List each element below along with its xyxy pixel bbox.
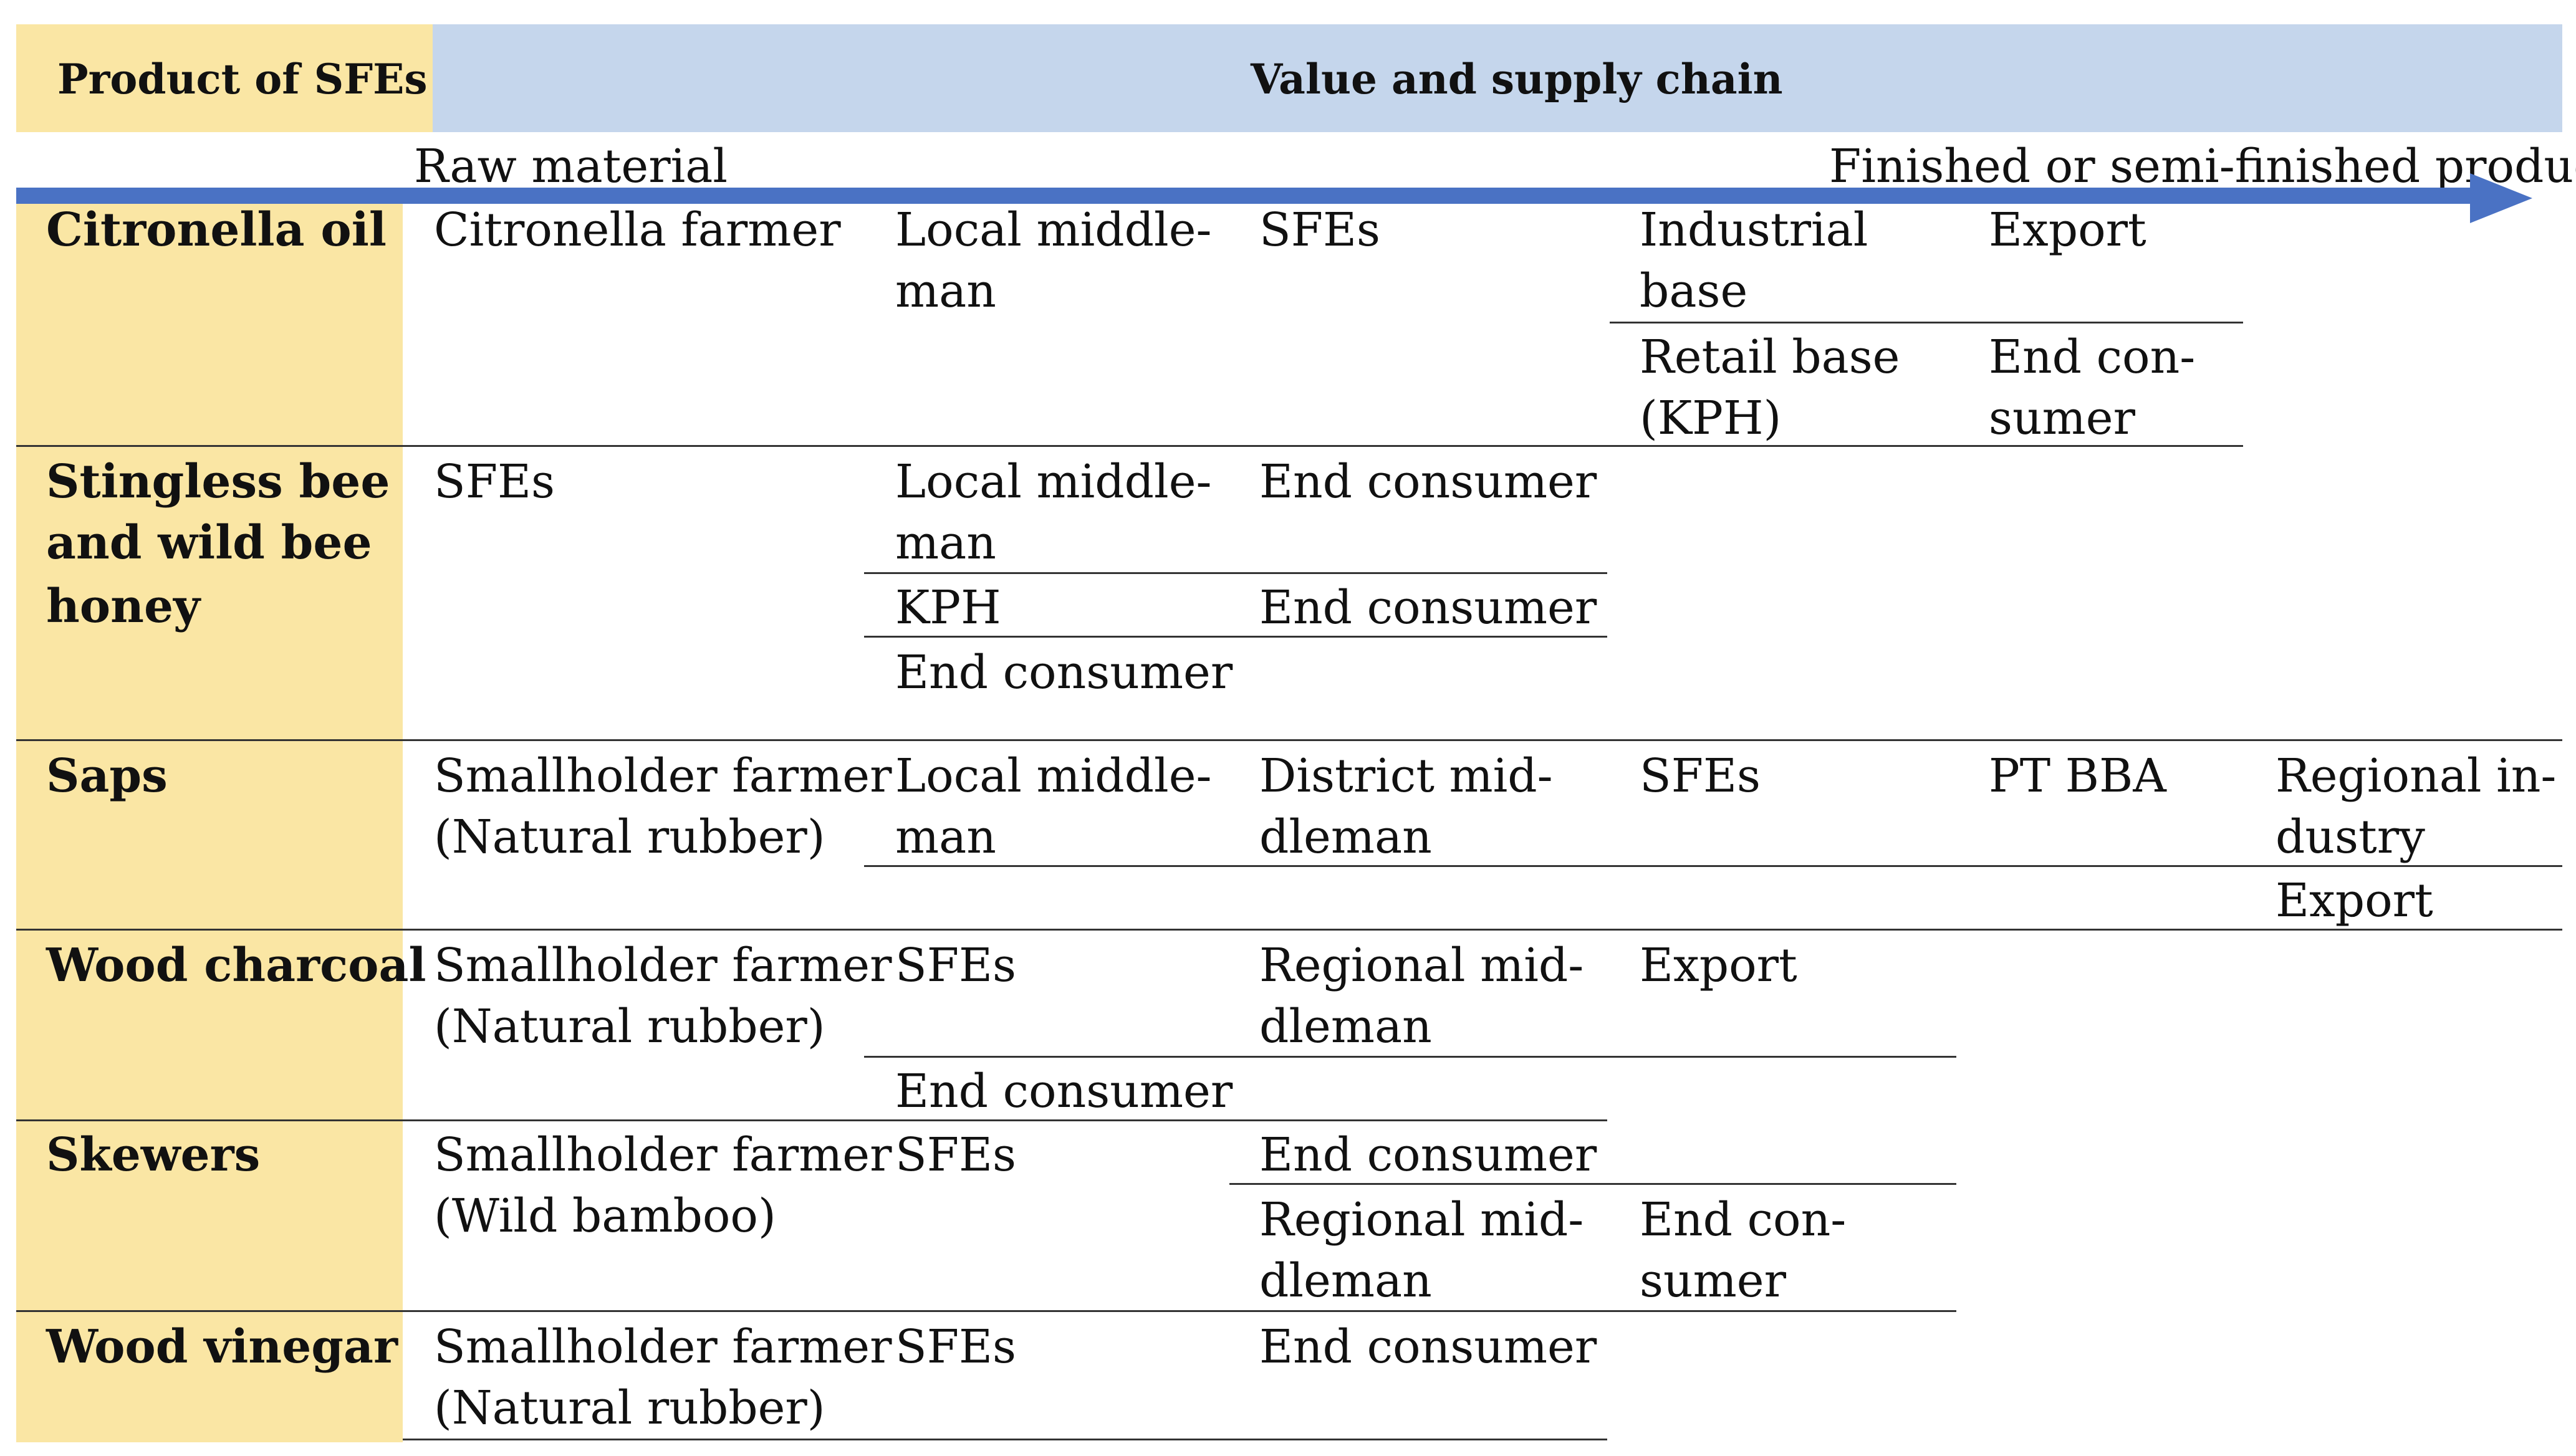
cell: SFEs xyxy=(434,455,555,509)
row-label-vinegar: Wood vinegar xyxy=(46,1320,398,1374)
cell: Citronella farmer xyxy=(434,203,841,257)
cell: SFEs xyxy=(895,1128,1017,1182)
cell: Retail base xyxy=(1640,330,1900,384)
cell: (Natural rubber) xyxy=(434,1381,825,1435)
cell: End consumer xyxy=(895,1065,1233,1118)
cell: Local middle- xyxy=(895,749,1212,803)
header-chain-label: Value and supply chain xyxy=(1251,55,1783,103)
cell: dleman xyxy=(1259,810,1432,864)
cell: (KPH) xyxy=(1640,391,1782,445)
product-column-background xyxy=(16,198,403,1442)
row-separator xyxy=(16,739,2562,741)
cell: Smallholder farmer xyxy=(434,1320,892,1374)
cell: Regional mid- xyxy=(1259,939,1584,992)
divider xyxy=(1610,322,2243,323)
cell: man xyxy=(895,516,996,570)
cell: sumer xyxy=(1989,391,2135,445)
row-separator xyxy=(16,445,2243,447)
cell: SFEs xyxy=(1259,203,1381,257)
cell: dustry xyxy=(2276,810,2425,864)
divider xyxy=(864,1056,1956,1058)
cell: man xyxy=(895,810,996,864)
cell: PT BBA xyxy=(1989,749,2166,803)
row-label-honey-1: Stingless bee xyxy=(46,455,390,509)
row-label-honey-2: and wild bee xyxy=(46,516,372,570)
cell: End consumer xyxy=(1259,581,1597,635)
divider xyxy=(1229,1183,1956,1185)
raw-material-label: Raw material xyxy=(414,140,728,193)
header-product-label: Product of SFEs xyxy=(57,55,428,103)
cell: dleman xyxy=(1259,1000,1432,1053)
arrow-head-icon xyxy=(2470,173,2532,223)
cell: District mid- xyxy=(1259,749,1553,803)
cell: End consumer xyxy=(1259,1128,1597,1182)
row-label-skewers: Skewers xyxy=(46,1128,261,1182)
cell: End consumer xyxy=(1259,455,1597,509)
cell: dleman xyxy=(1259,1254,1432,1308)
cell: Export xyxy=(1989,203,2146,257)
cell: End con- xyxy=(1989,330,2196,384)
cell: (Natural rubber) xyxy=(434,1000,825,1053)
row-label-citronella: Citronella oil xyxy=(46,203,387,257)
cell: KPH xyxy=(895,581,1001,635)
cell: SFEs xyxy=(895,1320,1017,1374)
cell: Local middle- xyxy=(895,455,1212,509)
value-chain-arrow xyxy=(16,188,2485,204)
cell: Regional mid- xyxy=(1259,1193,1584,1247)
table-bottom-rule xyxy=(403,1439,1607,1440)
cell: (Wild bamboo) xyxy=(434,1189,776,1243)
cell: base xyxy=(1640,264,1748,318)
row-separator xyxy=(16,1119,1607,1121)
cell: sumer xyxy=(1640,1254,1786,1308)
cell: Smallholder farmer xyxy=(434,749,892,803)
cell: Export xyxy=(1640,939,1797,992)
cell: man xyxy=(895,264,996,318)
cell: SFEs xyxy=(895,939,1017,992)
header-product-cell xyxy=(16,24,433,132)
cell: Regional in- xyxy=(2276,749,2557,803)
row-separator xyxy=(16,1310,1956,1312)
cell: Smallholder farmer xyxy=(434,1128,892,1182)
row-label-saps: Saps xyxy=(46,749,168,803)
cell: (Natural rubber) xyxy=(434,810,825,864)
cell: SFEs xyxy=(1640,749,1761,803)
divider xyxy=(864,636,1607,638)
cell: Export xyxy=(2276,874,2433,927)
divider xyxy=(864,572,1607,574)
cell: Smallholder farmer xyxy=(434,939,892,992)
cell: End consumer xyxy=(1259,1320,1597,1374)
finished-products-label: Finished or semi-finished products xyxy=(1829,140,2576,193)
row-label-honey-3: honey xyxy=(46,580,201,633)
header-chain-cell xyxy=(433,24,2562,132)
cell: End consumer xyxy=(895,646,1233,699)
cell: End con- xyxy=(1640,1193,1847,1247)
row-label-charcoal: Wood charcoal xyxy=(46,939,426,992)
divider xyxy=(864,865,2562,867)
cell: Industrial xyxy=(1640,203,1868,257)
row-separator xyxy=(16,929,2562,931)
cell: Local middle- xyxy=(895,203,1212,257)
